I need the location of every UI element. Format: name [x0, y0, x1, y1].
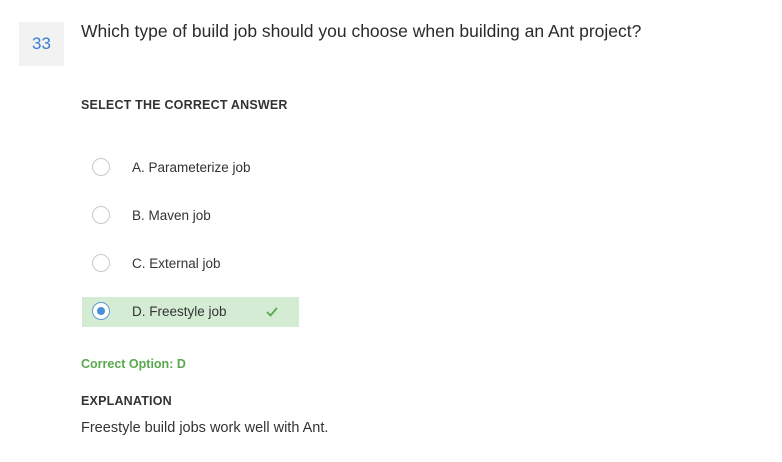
radio-button[interactable]	[92, 158, 110, 176]
option-label: C. External job	[132, 256, 221, 271]
select-answer-label: SELECT THE CORRECT ANSWER	[81, 98, 288, 112]
question-text: Which type of build job should you choos…	[81, 21, 642, 41]
option-label: D. Freestyle job	[132, 304, 227, 319]
radio-button[interactable]	[92, 254, 110, 272]
radio-button-checked[interactable]	[92, 302, 110, 320]
explanation-text: Freestyle build jobs work well with Ant.	[81, 420, 329, 436]
option-label: A. Parameterize job	[132, 160, 251, 175]
checkmark-icon	[266, 307, 278, 317]
correct-option-text: Correct Option: D	[81, 357, 186, 371]
explanation-heading: EXPLANATION	[81, 394, 172, 408]
question-number: 33	[19, 22, 64, 66]
option-a[interactable]: A. Parameterize job	[82, 153, 299, 183]
radio-button[interactable]	[92, 206, 110, 224]
option-b[interactable]: B. Maven job	[82, 201, 299, 231]
option-c[interactable]: C. External job	[82, 249, 299, 279]
option-label: B. Maven job	[132, 208, 211, 223]
option-d[interactable]: D. Freestyle job	[82, 297, 299, 327]
